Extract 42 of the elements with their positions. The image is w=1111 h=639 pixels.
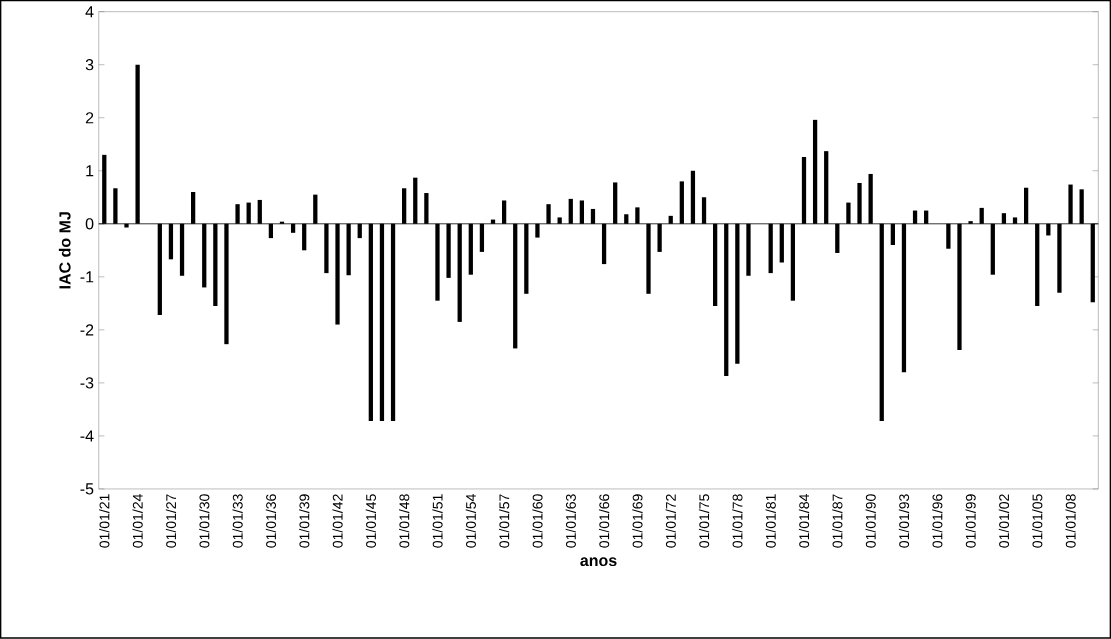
x-tick-label: 01/01/84 [798, 494, 810, 548]
x-tick-label: 01/01/33 [232, 494, 243, 548]
x-tick-label: 01/01/63 [565, 494, 576, 548]
y-tick-label: 0 [85, 218, 94, 230]
x-tick-label: 01/01/60 [532, 494, 543, 548]
y-axis-title: IAC do MJ [58, 212, 71, 289]
x-tick-label: 01/01/21 [99, 494, 110, 548]
x-tick-label: 01/01/96 [932, 494, 943, 548]
x-tick-label: 01/01/75 [698, 494, 710, 548]
y-tick-label: -1 [80, 271, 94, 283]
x-tick-label: 01/01/93 [898, 494, 910, 548]
x-tick-label: 01/01/78 [732, 494, 743, 548]
y-tick-label: 1 [86, 165, 94, 177]
x-tick-label: 01/01/08 [1065, 494, 1076, 548]
y-tick-label: -5 [80, 483, 94, 495]
x-axis-title: anos [580, 557, 617, 567]
x-tick-label: 01/01/27 [165, 494, 177, 548]
y-tick-label: 2 [85, 112, 94, 124]
x-tick-label: 01/01/66 [598, 494, 610, 548]
x-tick-label: 01/01/05 [1032, 494, 1043, 548]
y-tick-label: 4 [85, 6, 94, 18]
x-tick-label: 01/01/54 [465, 494, 476, 548]
x-tick-label: 01/01/90 [865, 494, 876, 548]
x-tick-label: 01/01/42 [332, 494, 343, 548]
y-tick-label: 3 [85, 59, 94, 71]
x-tick-label: 01/01/57 [498, 494, 510, 548]
x-tick-label: 01/01/45 [365, 494, 376, 548]
y-tick-label: -3 [80, 377, 94, 389]
x-tick-label: 01/01/69 [632, 494, 643, 548]
x-tick-label: 01/01/39 [299, 494, 310, 548]
x-tick-label: 01/01/72 [665, 494, 676, 548]
x-tick-label: 01/01/87 [832, 494, 843, 548]
x-tick-label: 01/01/51 [432, 494, 443, 548]
x-tick-label: 01/01/36 [265, 494, 277, 548]
x-tick-label: 01/01/30 [199, 494, 210, 548]
x-tick-label: 01/01/48 [399, 494, 410, 548]
y-tick-label: -2 [80, 324, 94, 336]
x-tick-label: 01/01/81 [765, 494, 776, 548]
x-tick-label: 01/01/02 [998, 494, 1010, 548]
x-tick-label: 01/01/24 [132, 494, 143, 548]
y-tick-label: -4 [80, 430, 94, 442]
x-tick-label: 01/01/99 [965, 494, 976, 548]
